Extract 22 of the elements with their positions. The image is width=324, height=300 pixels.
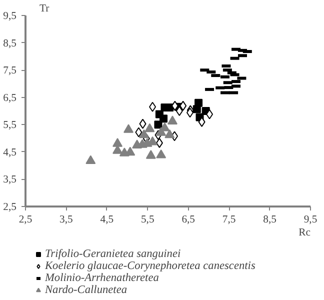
x-tick-label: 8,5 xyxy=(263,214,276,226)
y-tick-label: 5,5 xyxy=(3,120,17,132)
x-tick-label: 2,5 xyxy=(18,214,32,226)
legend-label: Trifolio-Geranietea sanguinei xyxy=(45,248,181,260)
legend-label: Molinio-Arrhenatheretea xyxy=(45,272,159,284)
x-tick-label: 3,5 xyxy=(60,214,73,226)
x-tick-label: 5,5 xyxy=(140,214,154,226)
x-tick-label: 6,5 xyxy=(182,214,196,226)
x-tick-label: 9,5 xyxy=(304,214,318,226)
y-tick-label: 3,5 xyxy=(3,174,17,186)
x-axis-title: Rc xyxy=(298,228,311,238)
x-tick-label: 4,5 xyxy=(100,214,114,226)
legend-label: Koelerio glaucae-Corynephoretea canescentis xyxy=(45,260,256,272)
y-tick-label: 4,5 xyxy=(3,147,17,158)
y-tick-label: 8,5 xyxy=(3,38,17,50)
legend-label: Nardo-Callunetea xyxy=(45,284,128,296)
y-tick-label: 6,5 xyxy=(3,92,17,104)
y-axis-title: Tr xyxy=(40,4,50,14)
y-tick-label: 9,5 xyxy=(3,11,17,22)
x-tick-label: 7,5 xyxy=(222,214,236,226)
y-tick-label: 2,5 xyxy=(3,202,17,213)
y-tick-label: 7,5 xyxy=(3,66,17,77)
